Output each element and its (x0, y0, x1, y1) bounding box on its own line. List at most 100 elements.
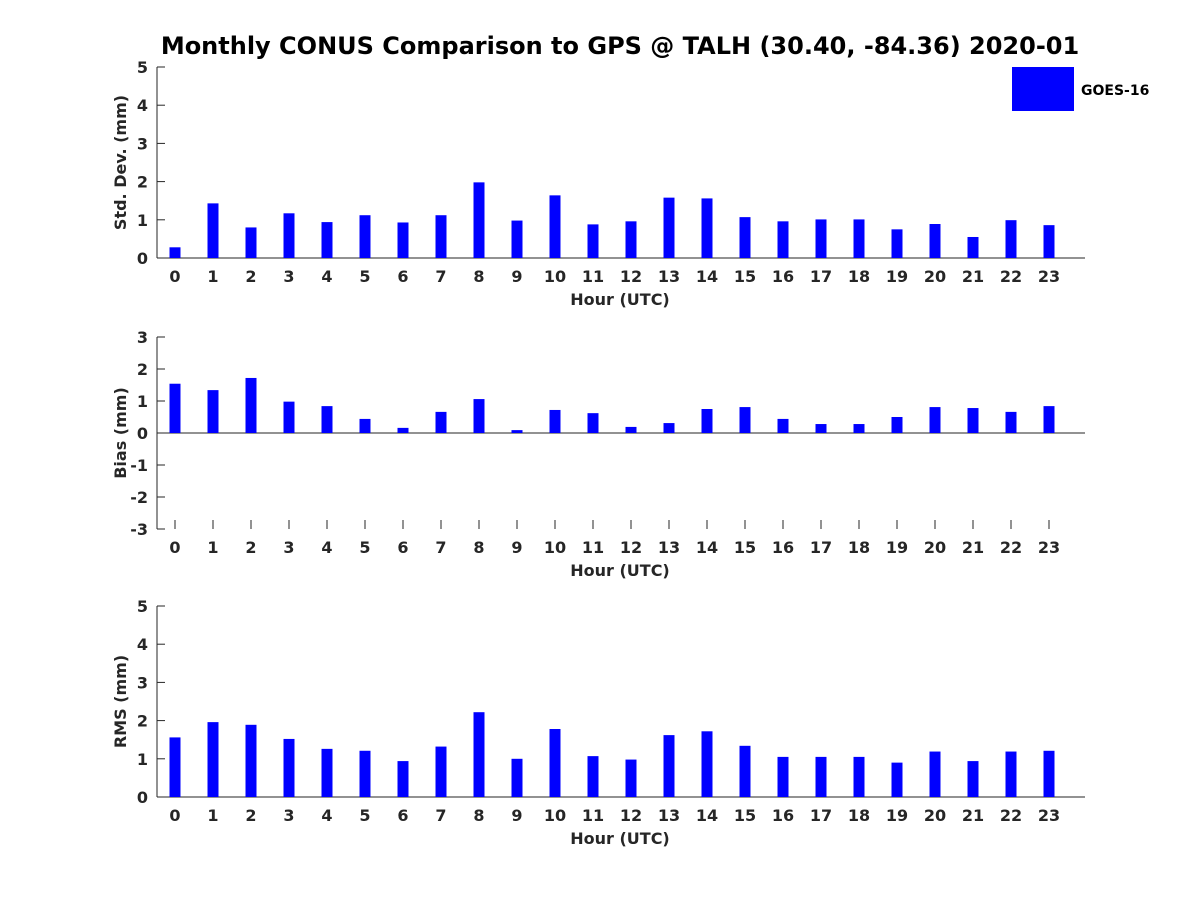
x-tick-label: 22 (1000, 806, 1022, 825)
bar-hour-19 (891, 762, 903, 797)
bar-hour-16 (777, 418, 789, 433)
bar-hour-2 (245, 377, 257, 433)
x-axis-label: Hour (UTC) (570, 829, 670, 848)
x-tick-label: 20 (924, 806, 946, 825)
x-tick-label: 18 (848, 538, 870, 557)
x-tick-label: 7 (435, 267, 446, 286)
x-tick-label: 10 (544, 806, 566, 825)
bar-hour-14 (701, 731, 713, 797)
bar-hour-12 (625, 221, 637, 258)
bar-hour-18 (853, 424, 865, 433)
bar-hour-1 (207, 722, 219, 797)
bar-hour-7 (435, 411, 447, 433)
bar-hour-15 (739, 745, 751, 797)
bar-hour-10 (549, 195, 561, 258)
y-tick-label: 4 (137, 635, 148, 654)
x-tick-label: 2 (245, 806, 256, 825)
bar-hour-23 (1043, 406, 1055, 433)
y-tick-label: 2 (137, 712, 148, 731)
bar-hour-6 (397, 761, 409, 797)
bar-hour-8 (473, 399, 485, 433)
x-tick-label: 15 (734, 806, 756, 825)
y-tick-label: 1 (137, 392, 148, 411)
bar-hour-23 (1043, 750, 1055, 797)
x-tick-label: 11 (582, 267, 604, 286)
x-tick-label: 9 (511, 538, 522, 557)
x-tick-label: 5 (359, 267, 370, 286)
y-tick-label: 3 (137, 328, 148, 347)
x-tick-label: 16 (772, 267, 794, 286)
bar-hour-5 (359, 418, 371, 433)
bar-hour-6 (397, 222, 409, 258)
x-tick-label: 11 (582, 806, 604, 825)
x-tick-label: 8 (473, 267, 484, 286)
bar-hour-23 (1043, 225, 1055, 258)
y-axis-label: Bias (mm) (111, 387, 130, 479)
bar-hour-9 (511, 220, 523, 258)
y-tick-label: 0 (137, 424, 148, 443)
bar-hour-9 (511, 430, 523, 433)
bar-hour-8 (473, 712, 485, 797)
bar-hour-0 (169, 737, 181, 797)
x-tick-label: 1 (207, 267, 218, 286)
x-tick-label: 7 (435, 538, 446, 557)
y-tick-label: 5 (137, 58, 148, 77)
bar-hour-6 (397, 427, 409, 433)
chart-title: Monthly CONUS Comparison to GPS @ TALH (… (161, 32, 1079, 60)
x-tick-label: 10 (544, 538, 566, 557)
bar-hour-20 (929, 224, 941, 258)
x-tick-label: 1 (207, 538, 218, 557)
y-tick-label: 2 (137, 360, 148, 379)
x-tick-label: 22 (1000, 267, 1022, 286)
bar-hour-11 (587, 224, 599, 258)
y-tick-label: 3 (137, 134, 148, 153)
bar-hour-1 (207, 203, 219, 258)
x-tick-label: 20 (924, 267, 946, 286)
y-tick-label: 3 (137, 673, 148, 692)
bar-hour-4 (321, 748, 333, 797)
y-tick-label: 0 (137, 788, 148, 807)
bar-hour-21 (967, 236, 979, 258)
y-tick-label: 2 (137, 173, 148, 192)
y-tick-label: 1 (137, 211, 148, 230)
y-tick-label: 4 (137, 96, 148, 115)
bar-hour-9 (511, 758, 523, 797)
bar-hour-2 (245, 724, 257, 797)
bar-hour-18 (853, 219, 865, 258)
x-tick-label: 2 (245, 538, 256, 557)
bar-hour-15 (739, 217, 751, 258)
x-tick-label: 16 (772, 806, 794, 825)
bar-hour-15 (739, 407, 751, 433)
x-tick-label: 0 (169, 806, 180, 825)
x-tick-label: 15 (734, 538, 756, 557)
x-tick-label: 21 (962, 267, 984, 286)
x-tick-label: 12 (620, 538, 642, 557)
y-axis-label: RMS (mm) (111, 655, 130, 748)
x-tick-label: 17 (810, 806, 832, 825)
y-tick-label: 1 (137, 750, 148, 769)
x-tick-label: 12 (620, 806, 642, 825)
x-tick-label: 6 (397, 538, 408, 557)
bar-hour-13 (663, 735, 675, 797)
x-tick-label: 15 (734, 267, 756, 286)
x-tick-label: 19 (886, 538, 908, 557)
x-tick-label: 18 (848, 806, 870, 825)
x-tick-label: 12 (620, 267, 642, 286)
bar-hour-14 (701, 409, 713, 433)
x-tick-label: 17 (810, 538, 832, 557)
x-tick-label: 5 (359, 806, 370, 825)
bar-hour-13 (663, 197, 675, 258)
legend-label-goes-16: GOES-16 (1081, 83, 1149, 99)
x-tick-label: 16 (772, 538, 794, 557)
x-tick-label: 14 (696, 538, 718, 557)
y-tick-label: -2 (130, 488, 148, 507)
bar-hour-13 (663, 423, 675, 433)
bar-hour-21 (967, 761, 979, 797)
bar-hour-17 (815, 756, 827, 797)
x-tick-label: 2 (245, 267, 256, 286)
x-tick-label: 13 (658, 267, 680, 286)
bar-hour-3 (283, 213, 295, 258)
